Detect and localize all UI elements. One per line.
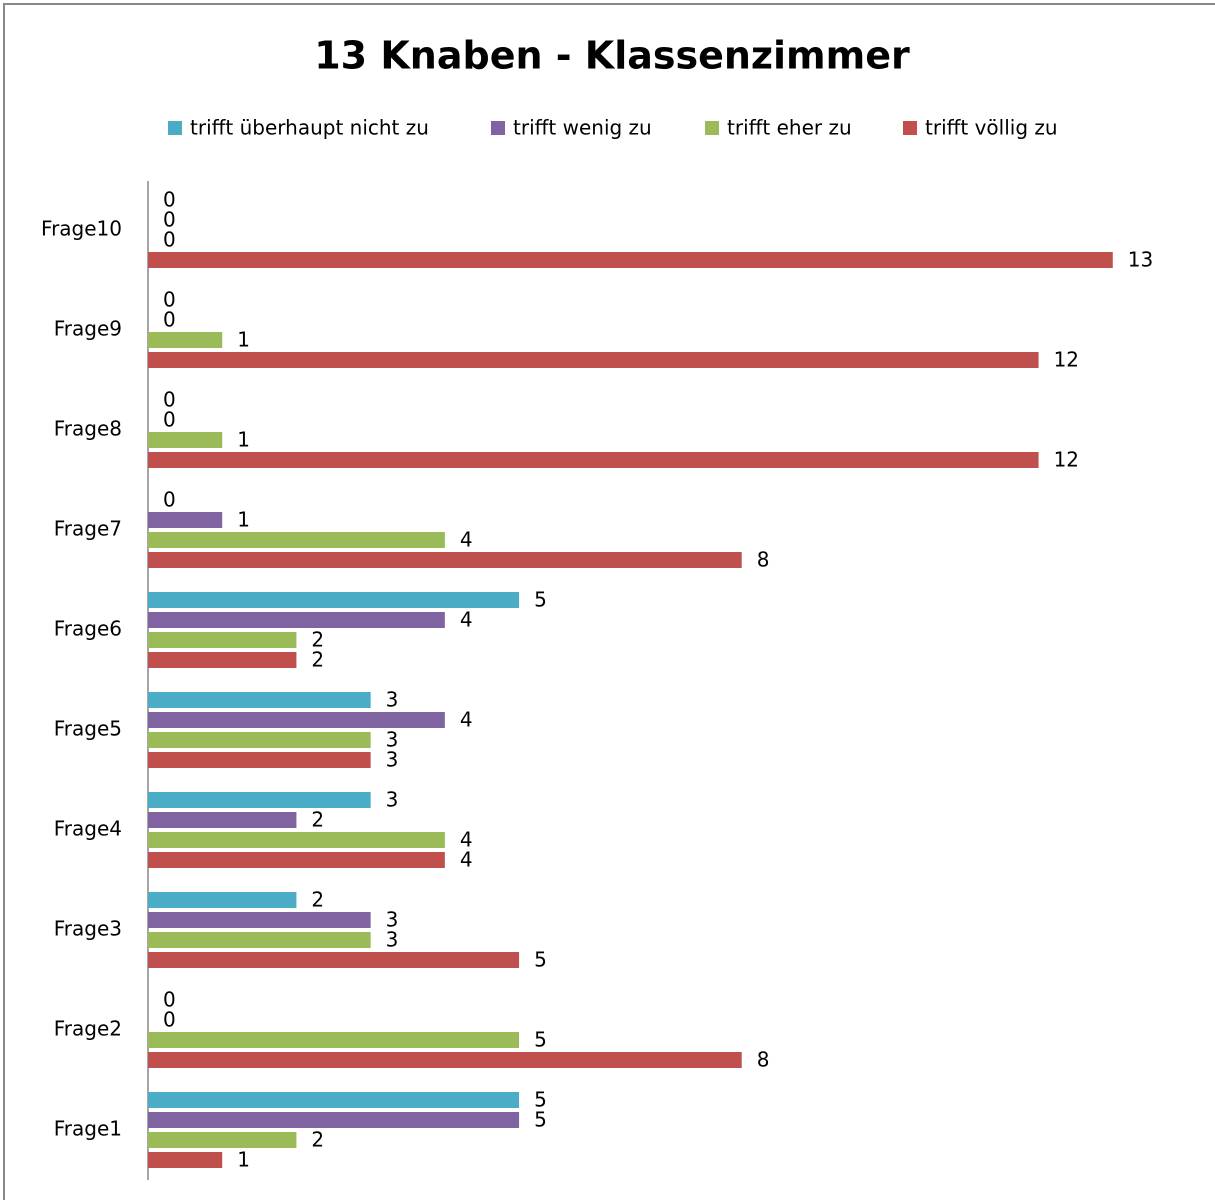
- data-label: 3: [386, 908, 399, 932]
- legend-swatch: [903, 121, 917, 135]
- data-label: 8: [757, 1048, 770, 1072]
- data-label: 3: [386, 748, 399, 772]
- data-label: 8: [757, 548, 770, 572]
- data-label: 1: [237, 1148, 250, 1172]
- data-label: 0: [163, 188, 176, 212]
- bar: [148, 952, 520, 968]
- data-label: 2: [311, 888, 324, 912]
- data-label: 3: [386, 728, 399, 752]
- bar: [148, 712, 445, 728]
- data-label: 3: [386, 788, 399, 812]
- data-label: 1: [237, 328, 250, 352]
- data-label: 2: [311, 808, 324, 832]
- legend-label: trifft eher zu: [727, 116, 852, 140]
- data-label: 5: [534, 1088, 547, 1112]
- bar: [148, 832, 445, 848]
- data-label: 0: [163, 988, 176, 1012]
- legend-swatch: [705, 121, 719, 135]
- data-label: 4: [460, 828, 473, 852]
- data-label: 1: [237, 428, 250, 452]
- bar: [148, 252, 1113, 268]
- bar: [148, 752, 371, 768]
- bar: [148, 1032, 520, 1048]
- y-tick-label: Frage9: [54, 317, 122, 341]
- data-label: 2: [311, 648, 324, 672]
- data-label: 0: [163, 1008, 176, 1032]
- bar: [148, 612, 445, 628]
- bar: [148, 912, 371, 928]
- bar: [148, 1112, 520, 1128]
- data-label: 3: [386, 928, 399, 952]
- legend-swatch: [491, 121, 505, 135]
- bar: [148, 792, 371, 808]
- data-label: 3: [386, 688, 399, 712]
- bar: [148, 1152, 223, 1168]
- legend-swatch: [168, 121, 182, 135]
- y-tick-label: Frage2: [54, 1017, 122, 1041]
- y-tick-label: Frage6: [54, 617, 122, 641]
- data-label: 4: [460, 848, 473, 872]
- bar: [148, 432, 223, 448]
- bar: [148, 812, 297, 828]
- data-label: 0: [163, 288, 176, 312]
- data-label: 2: [311, 628, 324, 652]
- legend-label: trifft wenig zu: [513, 116, 652, 140]
- data-label: 5: [534, 1028, 547, 1052]
- bar: [148, 532, 445, 548]
- bar: [148, 1132, 297, 1148]
- y-tick-label: Frage5: [54, 717, 122, 741]
- bar: [148, 732, 371, 748]
- data-label: 0: [163, 228, 176, 252]
- legend-label: trifft überhaupt nicht zu: [190, 116, 429, 140]
- data-label: 2: [311, 1128, 324, 1152]
- data-label: 12: [1054, 448, 1079, 472]
- y-tick-label: Frage3: [54, 917, 122, 941]
- bar: [148, 1052, 742, 1068]
- bar: [148, 652, 297, 668]
- data-label: 4: [460, 708, 473, 732]
- data-label: 13: [1128, 248, 1153, 272]
- data-label: 12: [1054, 348, 1079, 372]
- bar: [148, 932, 371, 948]
- bar: [148, 632, 297, 648]
- y-tick-label: Frage1: [54, 1117, 122, 1141]
- data-label: 0: [163, 388, 176, 412]
- bar: [148, 452, 1039, 468]
- data-label: 1: [237, 508, 250, 532]
- data-label: 5: [534, 588, 547, 612]
- legend-label: trifft völlig zu: [925, 116, 1058, 140]
- y-tick-label: Frage7: [54, 517, 122, 541]
- data-label: 5: [534, 1108, 547, 1132]
- bar: [148, 352, 1039, 368]
- y-tick-label: Frage10: [41, 217, 122, 241]
- data-label: 4: [460, 608, 473, 632]
- bar: [148, 892, 297, 908]
- data-label: 5: [534, 948, 547, 972]
- bar: [148, 552, 742, 568]
- bar: [148, 512, 223, 528]
- bar: [148, 1092, 520, 1108]
- bar: [148, 692, 371, 708]
- data-label: 0: [163, 488, 176, 512]
- data-label: 4: [460, 528, 473, 552]
- data-label: 0: [163, 408, 176, 432]
- bar: [148, 332, 223, 348]
- data-label: 0: [163, 208, 176, 232]
- data-label: 0: [163, 308, 176, 332]
- bar: [148, 852, 445, 868]
- y-tick-label: Frage8: [54, 417, 122, 441]
- bar: [148, 592, 520, 608]
- y-tick-label: Frage4: [54, 817, 122, 841]
- chart-title: 13 Knaben - Klassenzimmer: [314, 34, 910, 78]
